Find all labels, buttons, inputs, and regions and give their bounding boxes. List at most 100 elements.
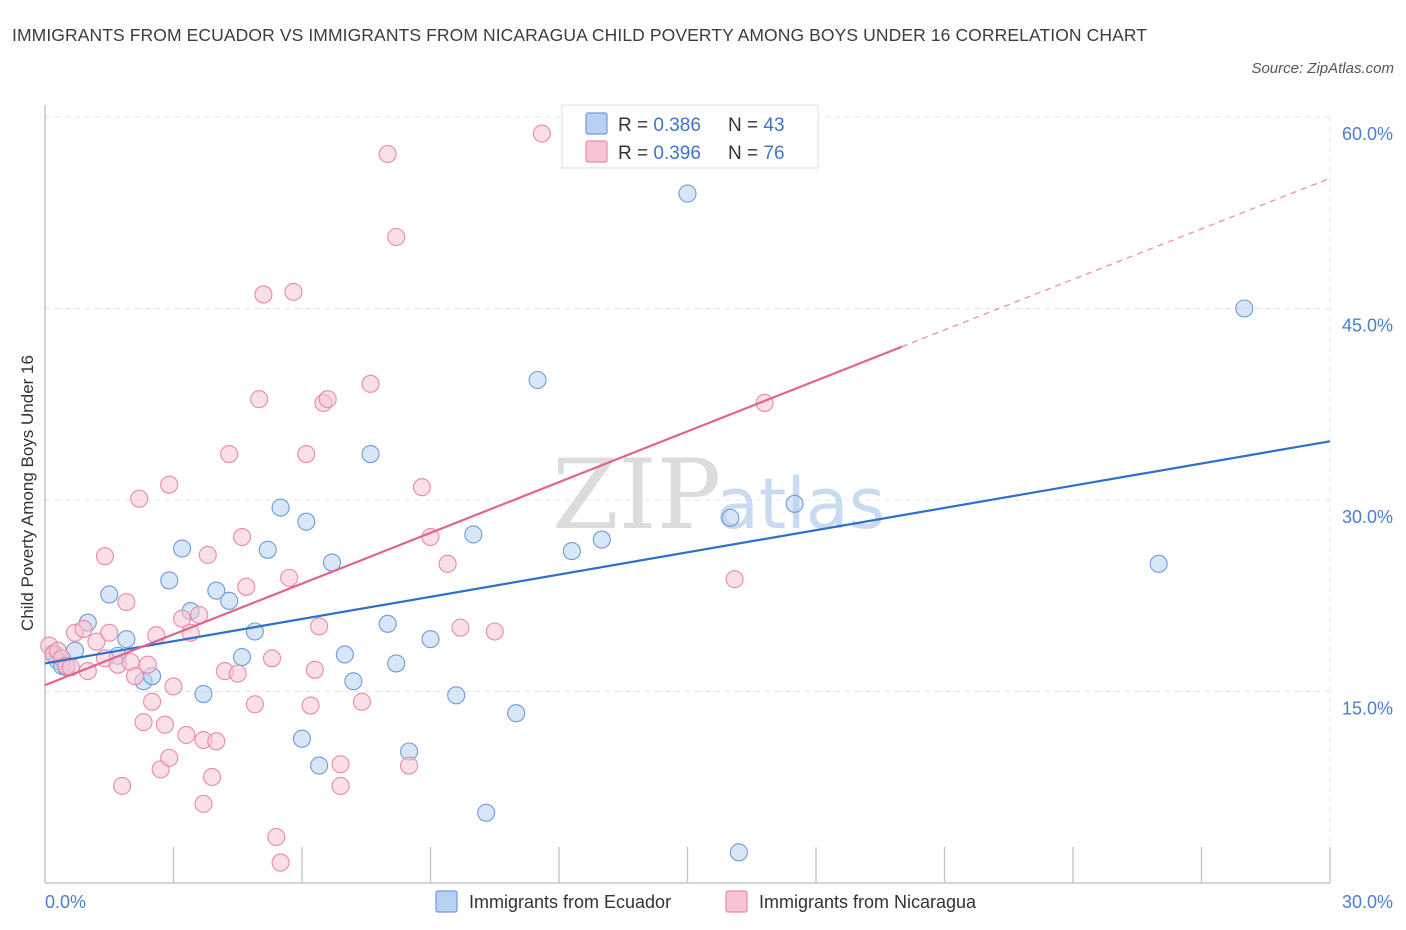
data-point-nicaragua-56	[331, 776, 350, 796]
data-point-nicaragua-46	[267, 827, 286, 847]
data-point-ecuador-25	[335, 645, 354, 664]
x-axis-ticks	[172, 847, 1331, 883]
data-point-ecuador-41	[729, 843, 748, 862]
data-point-nicaragua-20	[138, 655, 157, 674]
legend-r-label-nicaragua: R =	[618, 143, 653, 164]
legend-swatch-ecuador	[585, 112, 608, 135]
data-point-ecuador-38	[592, 530, 611, 549]
data-point-ecuador-37	[562, 542, 581, 561]
data-point-nicaragua-18	[130, 489, 149, 508]
data-point-ecuador-42	[785, 494, 804, 513]
y-tick-label-2: 45.0%	[1342, 316, 1393, 336]
data-point-nicaragua-66	[451, 618, 470, 637]
data-point-nicaragua-63	[412, 478, 431, 497]
trend-line-nicaragua	[44, 345, 903, 687]
legend-swatch-nicaragua	[585, 140, 608, 163]
series-legend: Immigrants from Ecuador Immigrants from …	[435, 890, 977, 913]
data-point-ecuador-36	[528, 370, 547, 390]
trend-line-ecuador	[44, 440, 1331, 665]
data-point-ecuador-6	[100, 585, 119, 604]
data-point-nicaragua-55	[318, 390, 337, 409]
bottom-legend-swatch-nicaragua	[725, 890, 748, 913]
legend-r-label-ecuador: R =	[618, 115, 653, 136]
data-point-ecuador-14	[194, 685, 213, 704]
data-point-nicaragua-36	[207, 732, 226, 751]
data-point-nicaragua-57	[331, 755, 350, 774]
legend-n-value-ecuador: 43	[763, 115, 784, 136]
y-tick-label-0: 15.0%	[1342, 699, 1393, 719]
data-point-nicaragua-40	[232, 527, 252, 547]
data-point-nicaragua-53	[310, 617, 329, 636]
data-point-nicaragua-47	[271, 853, 290, 872]
data-point-nicaragua-11	[95, 547, 115, 566]
data-point-nicaragua-62	[400, 756, 419, 775]
data-point-nicaragua-44	[254, 285, 273, 304]
data-point-ecuador-8	[117, 630, 136, 649]
bottom-legend-label-nicaragua: Immigrants from Nicaragua	[759, 892, 977, 912]
source-label: Source: ZipAtlas.com	[1251, 60, 1394, 77]
legend-n-value-nicaragua: 76	[763, 143, 784, 164]
data-point-nicaragua-58	[352, 692, 372, 711]
data-point-ecuador-28	[378, 614, 397, 633]
data-point-nicaragua-34	[198, 545, 217, 564]
data-point-ecuador-11	[160, 571, 179, 590]
data-point-nicaragua-67	[485, 622, 504, 641]
data-point-nicaragua-39	[228, 664, 247, 683]
data-point-ecuador-40	[721, 508, 740, 527]
watermark-zip: ZIP	[552, 439, 721, 551]
x-tick-label-first: 0.0%	[45, 892, 86, 912]
data-point-nicaragua-68	[532, 124, 551, 143]
data-point-nicaragua-45	[262, 649, 282, 668]
data-point-ecuador-44	[1235, 299, 1254, 318]
correlation-legend: R = 0.386 N = 43 R = 0.396 N = 76	[561, 104, 819, 169]
data-point-ecuador-43	[1149, 554, 1168, 573]
data-point-nicaragua-60	[378, 144, 397, 164]
data-point-nicaragua-12	[100, 623, 119, 642]
data-point-nicaragua-38	[220, 444, 239, 464]
y-axis-label: Child Poverty Among Boys Under 16	[18, 355, 37, 631]
data-point-nicaragua-49	[284, 282, 303, 301]
data-point-nicaragua-43	[250, 390, 269, 409]
data-point-nicaragua-7	[74, 619, 93, 638]
data-point-ecuador-34	[477, 803, 496, 822]
data-point-ecuador-32	[447, 686, 466, 705]
data-point-nicaragua-27	[164, 677, 183, 696]
data-point-nicaragua-29	[177, 725, 196, 744]
y-tick-label-1: 30.0%	[1342, 507, 1393, 527]
data-point-ecuador-35	[507, 704, 526, 723]
data-point-nicaragua-21	[143, 692, 162, 711]
legend-n-ecuador: N = 43	[728, 115, 785, 136]
data-point-nicaragua-61	[387, 227, 406, 247]
legend-r-value-ecuador: 0.386	[653, 115, 701, 136]
data-point-ecuador-23	[310, 756, 329, 775]
data-point-nicaragua-26	[160, 748, 179, 767]
data-point-nicaragua-15	[117, 593, 136, 612]
data-point-ecuador-31	[421, 630, 440, 649]
data-point-ecuador-15	[207, 581, 226, 600]
legend-n-label-nicaragua: N =	[728, 143, 763, 164]
data-point-ecuador-33	[464, 525, 483, 544]
data-point-nicaragua-52	[305, 660, 324, 679]
y-axis-tick-labels: 15.0% 30.0% 45.0% 60.0%	[1342, 124, 1393, 719]
trend-lines	[44, 177, 1331, 687]
data-point-nicaragua-69	[725, 570, 744, 589]
data-point-ecuador-26	[344, 672, 363, 691]
data-point-nicaragua-28	[173, 609, 192, 628]
data-point-nicaragua-50	[297, 444, 316, 464]
data-point-nicaragua-65	[438, 554, 457, 573]
data-point-nicaragua-35	[203, 767, 222, 787]
data-point-ecuador-12	[173, 539, 192, 558]
legend-row-ecuador: R = 0.386	[618, 115, 701, 136]
bottom-legend-label-ecuador: Immigrants from Ecuador	[469, 892, 671, 912]
trend-extension-nicaragua	[901, 177, 1331, 348]
data-point-ecuador-16	[220, 591, 239, 610]
data-point-nicaragua-41	[237, 577, 256, 596]
legend-n-label-ecuador: N =	[728, 115, 763, 136]
data-point-nicaragua-17	[125, 667, 144, 686]
data-point-nicaragua-51	[301, 696, 320, 715]
data-point-ecuador-17	[232, 647, 252, 667]
data-point-nicaragua-48	[280, 568, 299, 587]
y-tick-label-3: 60.0%	[1342, 124, 1393, 144]
data-point-nicaragua-24	[155, 715, 174, 734]
